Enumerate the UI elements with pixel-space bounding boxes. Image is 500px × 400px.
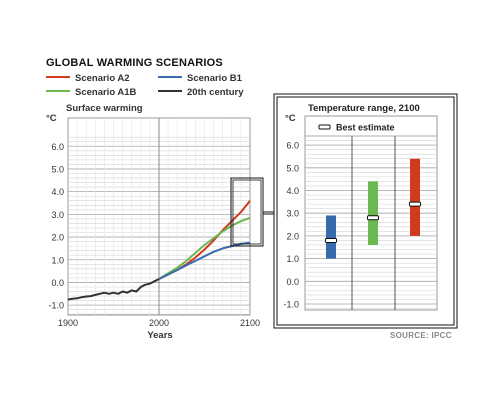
legend-item-b1: Scenario B1	[158, 73, 242, 84]
inset-y-tick-label: 0.0	[286, 277, 299, 287]
legend-label: Scenario A1B	[75, 87, 137, 98]
y-axis-label: °C	[46, 113, 57, 124]
inset-y-tick-label: 5.0	[286, 163, 299, 173]
zoom-box-inner	[232, 179, 262, 245]
y-tick-label: 4.0	[51, 187, 64, 197]
x-tick-label: 2000	[149, 318, 169, 328]
legend-swatch	[46, 90, 70, 93]
best-estimate-legend-label: Best estimate	[336, 123, 395, 133]
legend-item-a1b: Scenario A1B	[46, 87, 136, 98]
chart-title: Surface warming	[66, 103, 143, 114]
range-bar-scenario-a1b	[368, 181, 378, 245]
legend-label: Scenario A2	[75, 73, 130, 84]
x-tick-label: 2100	[240, 318, 260, 328]
series-line-scenario-a1b	[158, 216, 251, 280]
legend-item-20th-century: 20th century	[158, 87, 244, 98]
inset-y-tick-label: -1.0	[283, 300, 299, 310]
inset-y-tick-label: 2.0	[286, 231, 299, 241]
inset-legend-bg	[306, 117, 436, 135]
legend-swatch	[158, 90, 182, 93]
inset-frame-inner	[276, 96, 455, 326]
source-credit: SOURCE: IPCC	[390, 331, 452, 340]
series-line-20th-century	[67, 278, 160, 301]
inset-y-tick-label: 3.0	[286, 209, 299, 219]
y-tick-label: 0.0	[51, 278, 64, 288]
page-title: GLOBAL WARMING SCENARIOS	[46, 57, 223, 69]
range-bar-scenario-b1	[326, 215, 336, 259]
inset-y-tick-label: 6.0	[286, 141, 299, 151]
x-tick-label: 1900	[58, 318, 78, 328]
legend-swatch	[158, 76, 182, 79]
best-estimate-legend-marker	[318, 124, 331, 130]
best-estimate-marker-scenario-b1	[325, 237, 337, 243]
legend-swatch	[46, 76, 70, 79]
inset-y-axis-label: °C	[285, 113, 296, 124]
range-bar-scenario-a2	[410, 158, 420, 236]
x-axis-label: Years	[147, 330, 172, 341]
y-tick-label: 5.0	[51, 164, 64, 174]
inset-y-tick-label: 1.0	[286, 254, 299, 264]
legend-label: 20th century	[187, 87, 244, 98]
best-estimate-marker-scenario-a1b	[367, 215, 379, 221]
y-tick-label: 6.0	[51, 142, 64, 152]
y-tick-label: 2.0	[51, 233, 64, 243]
legend-label: Scenario B1	[187, 73, 242, 84]
legend-item-a2: Scenario A2	[46, 73, 130, 84]
best-estimate-marker-scenario-a2	[409, 201, 421, 207]
inset-title: Temperature range, 2100	[308, 103, 420, 114]
y-tick-label: 1.0	[51, 255, 64, 265]
inset-y-tick-label: 4.0	[286, 186, 299, 196]
y-tick-label: 3.0	[51, 210, 64, 220]
y-tick-label: -1.0	[48, 301, 64, 311]
series-line-scenario-b1	[158, 241, 251, 280]
